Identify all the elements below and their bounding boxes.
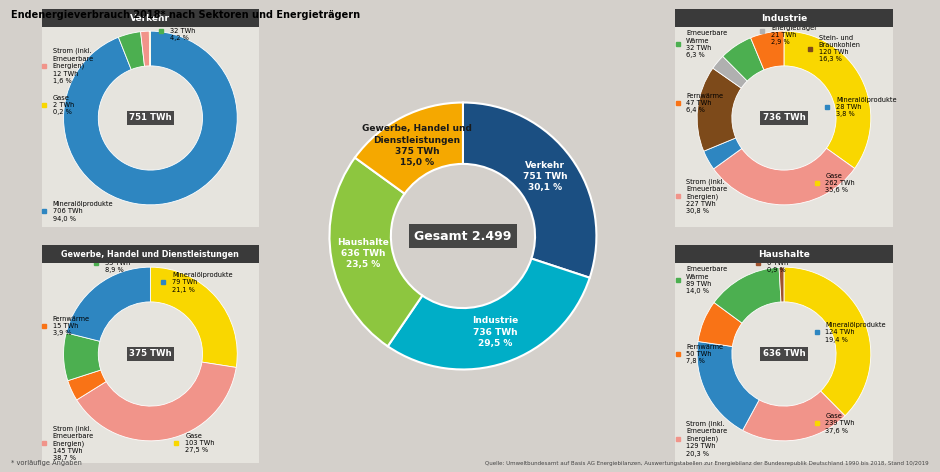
Text: Strom (inkl.
Erneuerbare
Energien)
12 TWh
1,6 %: Strom (inkl. Erneuerbare Energien) 12 TW… [53, 48, 94, 84]
Text: Endenergieverbrauch 2018* nach Sektoren und Energieträgern: Endenergieverbrauch 2018* nach Sektoren … [11, 10, 360, 20]
Text: Stein- und
Braunkohlen
120 TWh
16,3 %: Stein- und Braunkohlen 120 TWh 16,3 % [819, 34, 861, 62]
Wedge shape [697, 342, 760, 430]
Wedge shape [723, 38, 764, 81]
Wedge shape [784, 31, 870, 169]
Text: Fernwärme
15 TWh
3,9 %: Fernwärme 15 TWh 3,9 % [53, 315, 90, 336]
Wedge shape [743, 391, 845, 441]
Wedge shape [66, 267, 150, 341]
Text: Mineralölprodukte
28 TWh
3,8 %: Mineralölprodukte 28 TWh 3,8 % [836, 97, 897, 118]
Text: Quelle: Umweltbundesamt auf Basis AG Energiebilanzen, Auswertungstabellen zur En: Quelle: Umweltbundesamt auf Basis AG Ene… [485, 461, 929, 466]
Wedge shape [697, 68, 742, 151]
Wedge shape [330, 158, 422, 346]
Text: Braunkohlen
6 TWh
0,9 %: Braunkohlen 6 TWh 0,9 % [767, 253, 808, 273]
Wedge shape [77, 362, 236, 441]
Text: Strom (inkl.
Erneuerbare
Energien)
227 TWh
30,8 %: Strom (inkl. Erneuerbare Energien) 227 T… [686, 178, 728, 214]
Wedge shape [713, 148, 854, 205]
Wedge shape [779, 267, 784, 302]
Text: 375 TWh: 375 TWh [129, 349, 172, 359]
Text: Erneuerbare Wärme
33 TWh
8,9 %: Erneuerbare Wärme 33 TWh 8,9 % [104, 253, 172, 273]
Text: Industrie: Industrie [760, 14, 807, 23]
Text: 736 TWh: 736 TWh [762, 113, 806, 123]
Text: Verkehr
751 TWh
30,1 %: Verkehr 751 TWh 30,1 % [523, 161, 568, 192]
Text: Haushalte: Haushalte [758, 250, 810, 259]
Wedge shape [64, 333, 101, 381]
Wedge shape [704, 138, 742, 169]
Text: Fernwärme
50 TWh
7,8 %: Fernwärme 50 TWh 7,8 % [686, 344, 724, 364]
Text: Erneuerbare
Wärme
89 TWh
14,0 %: Erneuerbare Wärme 89 TWh 14,0 % [686, 266, 728, 294]
Text: Mineralölprodukte
124 TWh
19,4 %: Mineralölprodukte 124 TWh 19,4 % [825, 322, 885, 343]
Text: Fernwärme
47 TWh
6,4 %: Fernwärme 47 TWh 6,4 % [686, 93, 724, 113]
Wedge shape [150, 267, 237, 367]
Text: 636 TWh: 636 TWh [762, 349, 806, 359]
Wedge shape [64, 31, 237, 205]
Wedge shape [68, 370, 106, 400]
Text: Haushalte
636 TWh
23,5 %: Haushalte 636 TWh 23,5 % [337, 238, 389, 269]
Text: Gewerbe, Handel und
Dienstleistungen
375 TWh
15,0 %: Gewerbe, Handel und Dienstleistungen 375… [362, 125, 472, 167]
Wedge shape [751, 31, 784, 70]
Wedge shape [355, 102, 463, 194]
Wedge shape [784, 267, 870, 416]
Text: 751 TWh: 751 TWh [129, 113, 172, 123]
Text: Mineralölprodukte
79 TWh
21,1 %: Mineralölprodukte 79 TWh 21,1 % [172, 272, 233, 293]
Wedge shape [118, 32, 145, 69]
Text: Biokraftstoffe
32 TWh
4,2 %: Biokraftstoffe 32 TWh 4,2 % [170, 21, 215, 42]
Wedge shape [141, 31, 149, 66]
Text: * vorläufige Angaben: * vorläufige Angaben [11, 460, 82, 466]
Text: Gewerbe, Handel und Dienstleistungen: Gewerbe, Handel und Dienstleistungen [61, 250, 240, 259]
Text: Strom (inkl.
Erneuerbare
Energien)
145 TWh
38,7 %: Strom (inkl. Erneuerbare Energien) 145 T… [53, 425, 94, 461]
Wedge shape [462, 102, 596, 278]
Text: Industrie
736 TWh
29,5 %: Industrie 736 TWh 29,5 % [473, 316, 519, 348]
Text: Gase
2 TWh
0,2 %: Gase 2 TWh 0,2 % [53, 95, 74, 115]
Text: Gesamt 2.499: Gesamt 2.499 [415, 229, 511, 243]
Text: Mineralölprodukte
706 TWh
94,0 %: Mineralölprodukte 706 TWh 94,0 % [53, 201, 114, 222]
Wedge shape [714, 267, 781, 323]
Text: Strom (inkl.
Erneuerbare
Energien)
129 TWh
20,3 %: Strom (inkl. Erneuerbare Energien) 129 T… [686, 421, 728, 457]
Text: Verkehr: Verkehr [131, 14, 170, 23]
Wedge shape [713, 56, 747, 88]
Text: Gase
239 TWh
37,6 %: Gase 239 TWh 37,6 % [825, 413, 854, 434]
Text: Erneuerbare
Wärme
32 TWh
6,3 %: Erneuerbare Wärme 32 TWh 6,3 % [686, 30, 728, 58]
Text: Sonst.
Energieträger
21 TWh
2,9 %: Sonst. Energieträger 21 TWh 2,9 % [771, 17, 817, 45]
Text: Gase
103 TWh
27,5 %: Gase 103 TWh 27,5 % [185, 433, 214, 453]
Wedge shape [698, 303, 742, 346]
Text: Gase
262 TWh
35,6 %: Gase 262 TWh 35,6 % [825, 173, 855, 194]
Wedge shape [149, 31, 150, 66]
Wedge shape [387, 259, 589, 370]
